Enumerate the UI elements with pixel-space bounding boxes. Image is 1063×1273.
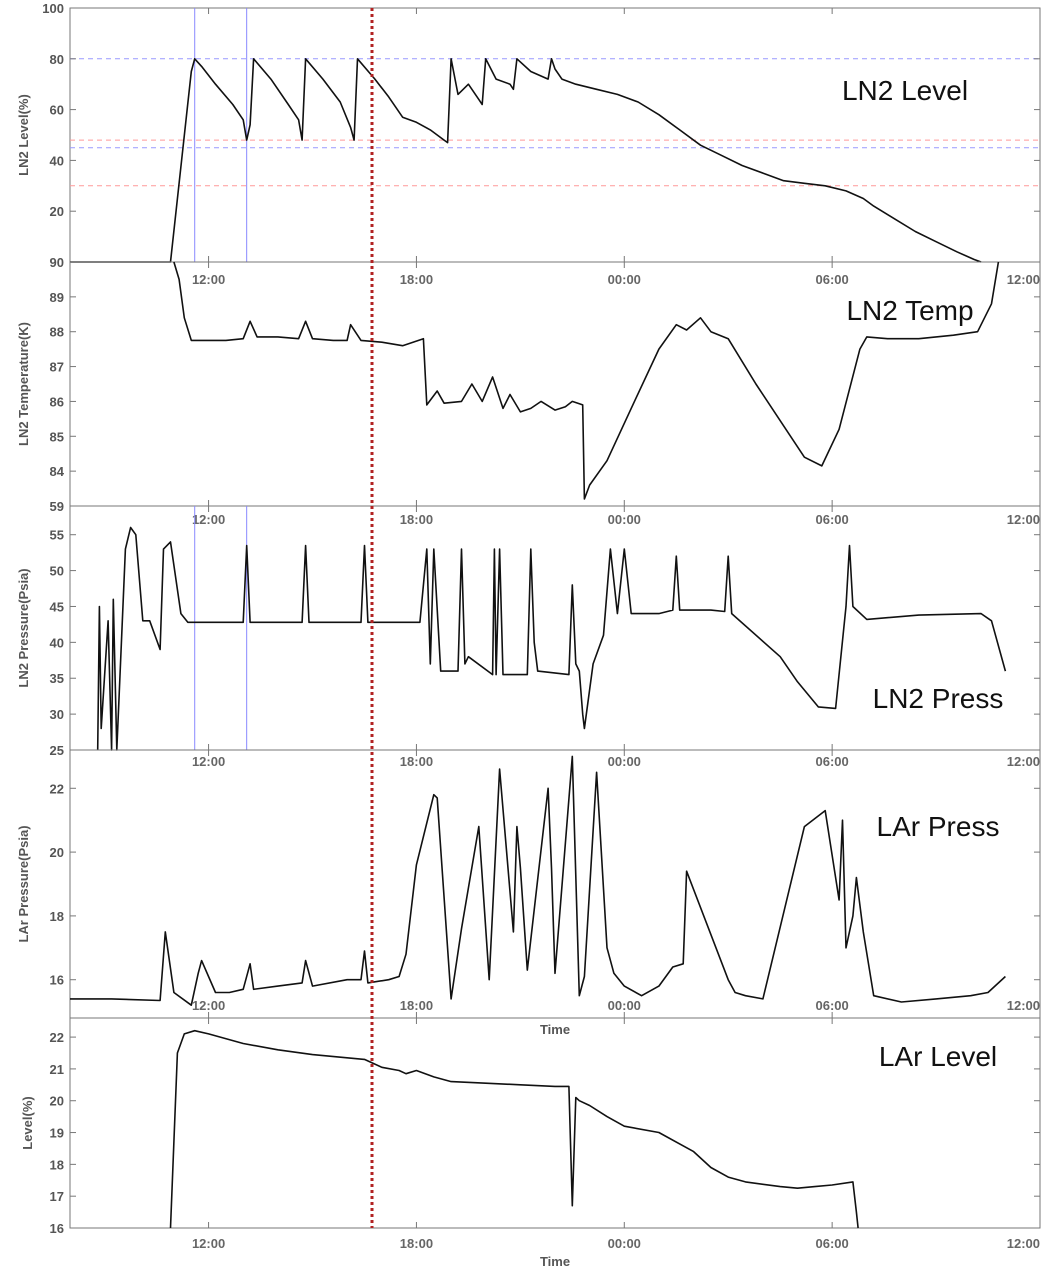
x-tick-label: 12:00 — [1007, 512, 1040, 527]
data-series-line — [70, 755, 1006, 1007]
panel-title: LN2 Temp — [846, 295, 973, 326]
x-tick-label: 00:00 — [608, 754, 641, 769]
panel-title: LAr Press — [877, 811, 1000, 842]
y-tick-label: 80 — [50, 52, 64, 67]
y-tick-label: 84 — [50, 464, 65, 479]
y-tick-label: 88 — [50, 325, 64, 340]
x-tick-label: 12:00 — [192, 998, 225, 1013]
x-tick-label: 18:00 — [400, 1236, 433, 1251]
y-tick-label: 85 — [50, 429, 64, 444]
y-axis-label: LN2 Temperature(K) — [16, 322, 31, 446]
y-tick-label: 18 — [50, 909, 64, 924]
x-tick-label: 12:00 — [192, 512, 225, 527]
x-tick-label: 00:00 — [608, 512, 641, 527]
y-tick-label: 50 — [50, 564, 64, 579]
x-tick-label: 18:00 — [400, 754, 433, 769]
y-tick-label: 40 — [50, 153, 64, 168]
y-tick-label: 17 — [50, 1189, 64, 1204]
x-tick-label: 12:00 — [1007, 998, 1040, 1013]
x-tick-label: 06:00 — [816, 998, 849, 1013]
y-tick-label: 16 — [50, 973, 64, 988]
panel-4: 16 18 20 22 12:00 18:00 00:00 06:00 12:00 LAr Pre… — [16, 749, 1041, 1019]
y-tick-label: 90 — [50, 255, 64, 270]
x-axis-title: Time — [540, 1254, 570, 1269]
data-series-line — [173, 261, 1000, 500]
panel-title: LN2 Press — [873, 683, 1004, 714]
y-tick-label: 30 — [50, 707, 64, 722]
x-tick-label: 06:00 — [816, 1236, 849, 1251]
y-tick-label: 20 — [50, 845, 64, 860]
data-series-line — [96, 526, 1007, 751]
y-tick-label: 86 — [50, 394, 64, 409]
panel-5: 16 17 18 19 20 21 22 12:00 18:00 00:00 06:00 12:00 L… — [20, 1017, 1041, 1251]
x-tick-label: 18:00 — [400, 272, 433, 287]
y-tick-label: 59 — [50, 499, 64, 514]
panel-2: 84 85 86 87 88 89 90 12:00 18:00 00:00 06:00 12:00 L… — [16, 255, 1041, 527]
data-series-line — [169, 1029, 859, 1229]
y-tick-label: 40 — [50, 635, 64, 650]
y-tick-label: 87 — [50, 360, 64, 375]
x-tick-label: 00:00 — [608, 1236, 641, 1251]
x-tick-label: 00:00 — [608, 998, 641, 1013]
y-tick-label: 89 — [50, 290, 64, 305]
x-tick-label: 06:00 — [816, 272, 849, 287]
y-tick-label: 21 — [50, 1062, 64, 1077]
y-tick-label: 100 — [42, 1, 64, 16]
x-tick-label: 06:00 — [816, 754, 849, 769]
x-tick-label: 06:00 — [816, 512, 849, 527]
x-tick-label: 12:00 — [1007, 272, 1040, 287]
y-axis-label: LN2 Pressure(Psia) — [16, 568, 31, 687]
y-axis-label: LAr Pressure(Psia) — [16, 825, 31, 942]
plot-frame — [69, 7, 1041, 263]
x-tick-label: 18:00 — [400, 998, 433, 1013]
panel-title: LN2 Level — [842, 75, 968, 106]
y-axis-label: LN2 Level(%) — [16, 94, 31, 176]
x-tick-label: 12:00 — [192, 754, 225, 769]
y-tick-label: 19 — [50, 1126, 64, 1141]
data-series-line — [70, 57, 982, 263]
x-tick-label: 12:00 — [192, 272, 225, 287]
plot-frame — [69, 749, 1041, 1019]
x-tick-label: 18:00 — [400, 512, 433, 527]
x-tick-label: 12:00 — [192, 1236, 225, 1251]
x-tick-label: 00:00 — [608, 272, 641, 287]
plot-frame — [69, 1017, 1041, 1229]
x-axis-title: Time — [540, 1022, 570, 1037]
panel-3: 25 30 35 40 45 50 55 59 12:00 18:00 00:00 06:00 12:0… — [16, 499, 1041, 769]
y-axis-label: Level(%) — [20, 1096, 35, 1149]
x-tick-label: 12:00 — [1007, 1236, 1040, 1251]
y-tick-label: 35 — [50, 671, 64, 686]
y-tick-label: 25 — [50, 743, 64, 758]
y-tick-label: 22 — [50, 1030, 64, 1045]
y-tick-label: 18 — [50, 1157, 64, 1172]
panel-1: 20 40 60 80 100 12:00 18:00 00:00 06:00 12:00 LN2 … — [16, 1, 1041, 287]
y-tick-label: 20 — [50, 1094, 64, 1109]
panel-title: LAr Level — [879, 1041, 997, 1072]
y-tick-label: 45 — [50, 599, 64, 614]
y-tick-label: 55 — [50, 528, 64, 543]
y-tick-label: 22 — [50, 781, 64, 796]
y-tick-label: 20 — [50, 204, 64, 219]
y-tick-label: 16 — [50, 1221, 64, 1236]
x-tick-label: 12:00 — [1007, 754, 1040, 769]
y-tick-label: 60 — [50, 103, 64, 118]
